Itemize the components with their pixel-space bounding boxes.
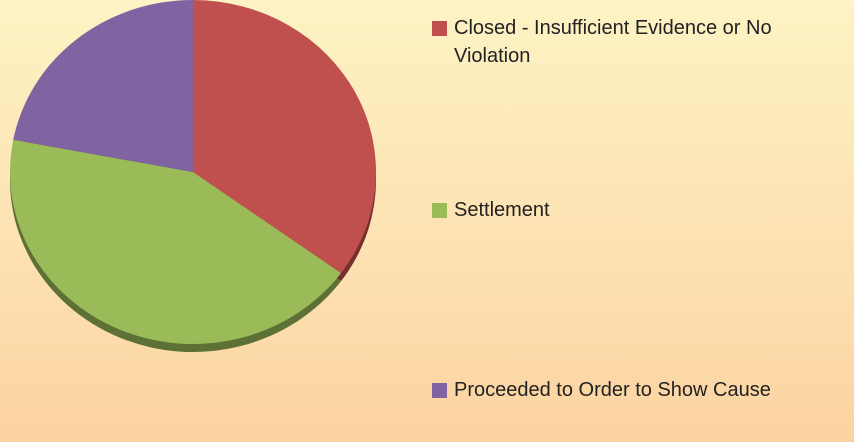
legend-item: Proceeded to Order to Show Cause [432,376,842,404]
slice [13,0,193,172]
slice [193,0,376,274]
legend-swatch [432,21,447,36]
legend-item: Settlement [432,196,842,224]
legend-swatch [432,203,447,218]
slice [9,139,342,344]
legend-label: Closed - Insufficient Evidence or No Vio… [454,17,772,67]
legend-label: Proceeded to Order to Show Cause [454,379,771,401]
legend-item: Closed - Insufficient Evidence or No Vio… [432,14,842,70]
legend-label: Settlement [454,199,550,221]
legend-swatch [432,383,447,398]
